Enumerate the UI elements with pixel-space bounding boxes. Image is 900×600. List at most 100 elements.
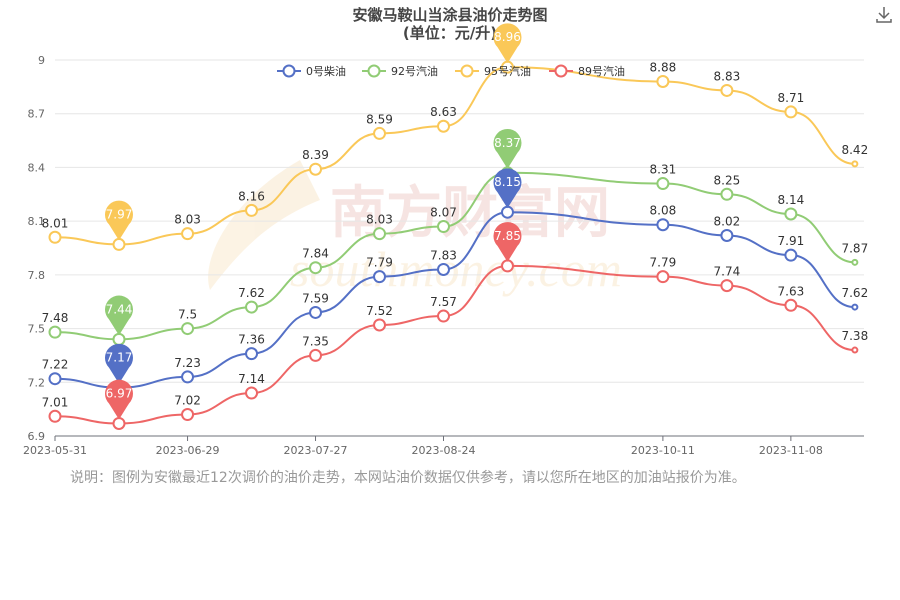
data-point [720, 187, 734, 201]
data-label: 7.14 [238, 372, 265, 386]
data-point [309, 348, 323, 362]
data-point [720, 228, 734, 242]
x-tick-label: 2023-05-31 [23, 444, 87, 457]
data-point [373, 270, 387, 284]
data-label: 8.02 [714, 214, 741, 228]
data-point [48, 409, 62, 423]
legend-marker [554, 64, 568, 78]
data-point [181, 408, 195, 422]
legend-marker [367, 64, 381, 78]
data-label: 7.22 [42, 358, 69, 372]
data-label: 7.62 [238, 286, 265, 300]
markpoint-shape [493, 129, 522, 169]
markpoint-pin: 7.85 [493, 222, 522, 262]
x-tick-label: 2023-10-11 [631, 444, 695, 457]
legend-item-2[interactable]: 92号汽油 [362, 64, 438, 78]
data-label: 7.52 [366, 304, 393, 318]
data-label: 7.91 [778, 234, 805, 248]
data-point [784, 298, 798, 312]
y-tick-label: 9 [38, 54, 45, 67]
data-point [656, 74, 670, 88]
data-point [245, 203, 259, 217]
data-label: 7.79 [366, 256, 393, 270]
data-label: 8.03 [174, 213, 201, 227]
data-label: 8.07 [430, 206, 457, 220]
data-point [656, 270, 670, 284]
data-label: 8.42 [841, 143, 868, 157]
data-label: 7.87 [841, 241, 868, 255]
legend[interactable]: 0号柴油 92号汽油 95号汽油 89号汽油 [277, 64, 625, 78]
data-point [112, 332, 126, 346]
data-point [245, 347, 259, 361]
markpoint-pin: 7.44 [104, 295, 133, 336]
data-label: 7.74 [714, 265, 741, 279]
data-labels: 7.22 7.23 7.36 7.59 7.79 7.83 8.08 8.02 7.91 7.62… [42, 60, 869, 409]
markpoint-label: 8.15 [494, 175, 521, 189]
data-label: 7.02 [174, 394, 201, 408]
x-tick-label: 2023-07-27 [284, 444, 348, 457]
watermark-logo-icon [208, 160, 320, 290]
series-4 [48, 259, 859, 430]
series-3 [48, 60, 859, 251]
data-point [720, 83, 734, 97]
data-label: 8.14 [778, 193, 805, 207]
data-point [437, 220, 451, 234]
download-icon[interactable] [876, 6, 892, 24]
chart-note: 说明：图例为安徽最近12次调价的油价走势，本网站油价数据仅供参考，请以您所在地区… [70, 470, 746, 486]
data-label: 7.35 [302, 334, 329, 348]
x-tick-label: 2023-11-08 [759, 444, 823, 457]
markpoint-label: 6.97 [106, 386, 133, 400]
data-point [309, 305, 323, 319]
markpoint-label: 7.85 [494, 229, 521, 243]
data-label: 7.5 [178, 308, 197, 322]
series-lines [48, 60, 859, 430]
data-point [500, 205, 514, 219]
data-label: 7.79 [650, 256, 677, 270]
data-label: 8.08 [650, 204, 677, 218]
legend-marker [460, 64, 474, 78]
data-label: 8.88 [650, 60, 677, 74]
data-label: 8.71 [778, 91, 805, 105]
markpoint-pin: 7.17 [104, 343, 133, 384]
data-label: 8.39 [302, 148, 329, 162]
markpoint-label: 7.17 [106, 351, 133, 365]
data-point [373, 318, 387, 332]
data-label: 8.59 [366, 112, 393, 126]
data-label: 8.31 [650, 163, 677, 177]
markpoint-pin: 6.97 [104, 379, 133, 420]
series-1 [48, 205, 859, 395]
data-point [437, 119, 451, 133]
data-point [112, 237, 126, 251]
data-point [112, 416, 126, 430]
markpoint-shape [493, 222, 522, 262]
legend-label: 92号汽油 [391, 64, 438, 78]
data-point [48, 372, 62, 386]
legend-item-4[interactable]: 89号汽油 [549, 64, 625, 78]
y-tick-label: 8.7 [28, 108, 46, 121]
legend-item-1[interactable]: 0号柴油 [277, 64, 346, 78]
x-tick-label: 2023-06-29 [156, 444, 220, 457]
data-label: 8.63 [430, 105, 457, 119]
data-label: 7.23 [174, 356, 201, 370]
data-label: 7.63 [778, 284, 805, 298]
y-tick-label: 8.4 [28, 161, 46, 174]
markpoint-shape [104, 343, 133, 384]
chart-subtitle: (单位：元/升) [403, 24, 497, 42]
data-point [48, 325, 62, 339]
markpoints: 7.17 8.15 7.44 8.37 7.97 8.96 6.97 7.85 [104, 23, 522, 420]
markpoint-shape [104, 200, 133, 241]
data-point [784, 248, 798, 262]
legend-item-3[interactable]: 95号汽油 [455, 64, 531, 78]
data-label: 7.84 [302, 247, 329, 261]
data-point [373, 126, 387, 140]
data-point [181, 322, 195, 336]
data-point [851, 303, 859, 311]
markpoint-pin: 8.15 [493, 168, 522, 209]
markpoint-shape [493, 168, 522, 209]
y-tick-label: 7.5 [28, 323, 46, 336]
data-point [784, 105, 798, 119]
data-label: 8.83 [714, 69, 741, 83]
x-tick-label: 2023-08-24 [412, 444, 476, 457]
legend-label: 89号汽油 [578, 64, 625, 78]
